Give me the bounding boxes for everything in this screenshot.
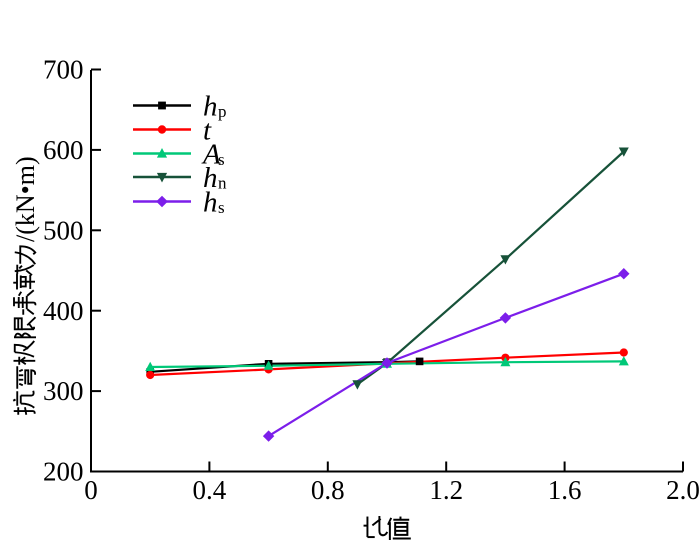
svg-text:700: 700 (43, 55, 84, 85)
svg-text:p: p (218, 102, 227, 121)
svg-text:500: 500 (43, 215, 84, 245)
svg-text:1.6: 1.6 (548, 475, 582, 505)
svg-text:h: h (203, 162, 218, 194)
svg-text:300: 300 (43, 376, 84, 406)
svg-text:n: n (218, 174, 227, 193)
svg-text:2.0: 2.0 (666, 475, 700, 505)
svg-text:0: 0 (84, 475, 98, 505)
svg-text:0.4: 0.4 (193, 475, 227, 505)
svg-text:0.8: 0.8 (311, 475, 345, 505)
svg-text:400: 400 (43, 296, 84, 326)
svg-text:600: 600 (43, 135, 84, 165)
svg-text:h: h (203, 91, 218, 123)
svg-text:/(kN•m): /(kN•m) (11, 156, 40, 242)
svg-text:1.2: 1.2 (429, 475, 463, 505)
svg-text:h: h (203, 187, 218, 219)
svg-text:s: s (218, 198, 225, 217)
svg-text:s: s (218, 150, 225, 169)
svg-text:A: A (201, 139, 221, 171)
svg-text:200: 200 (43, 457, 84, 487)
svg-text:t: t (203, 115, 212, 147)
